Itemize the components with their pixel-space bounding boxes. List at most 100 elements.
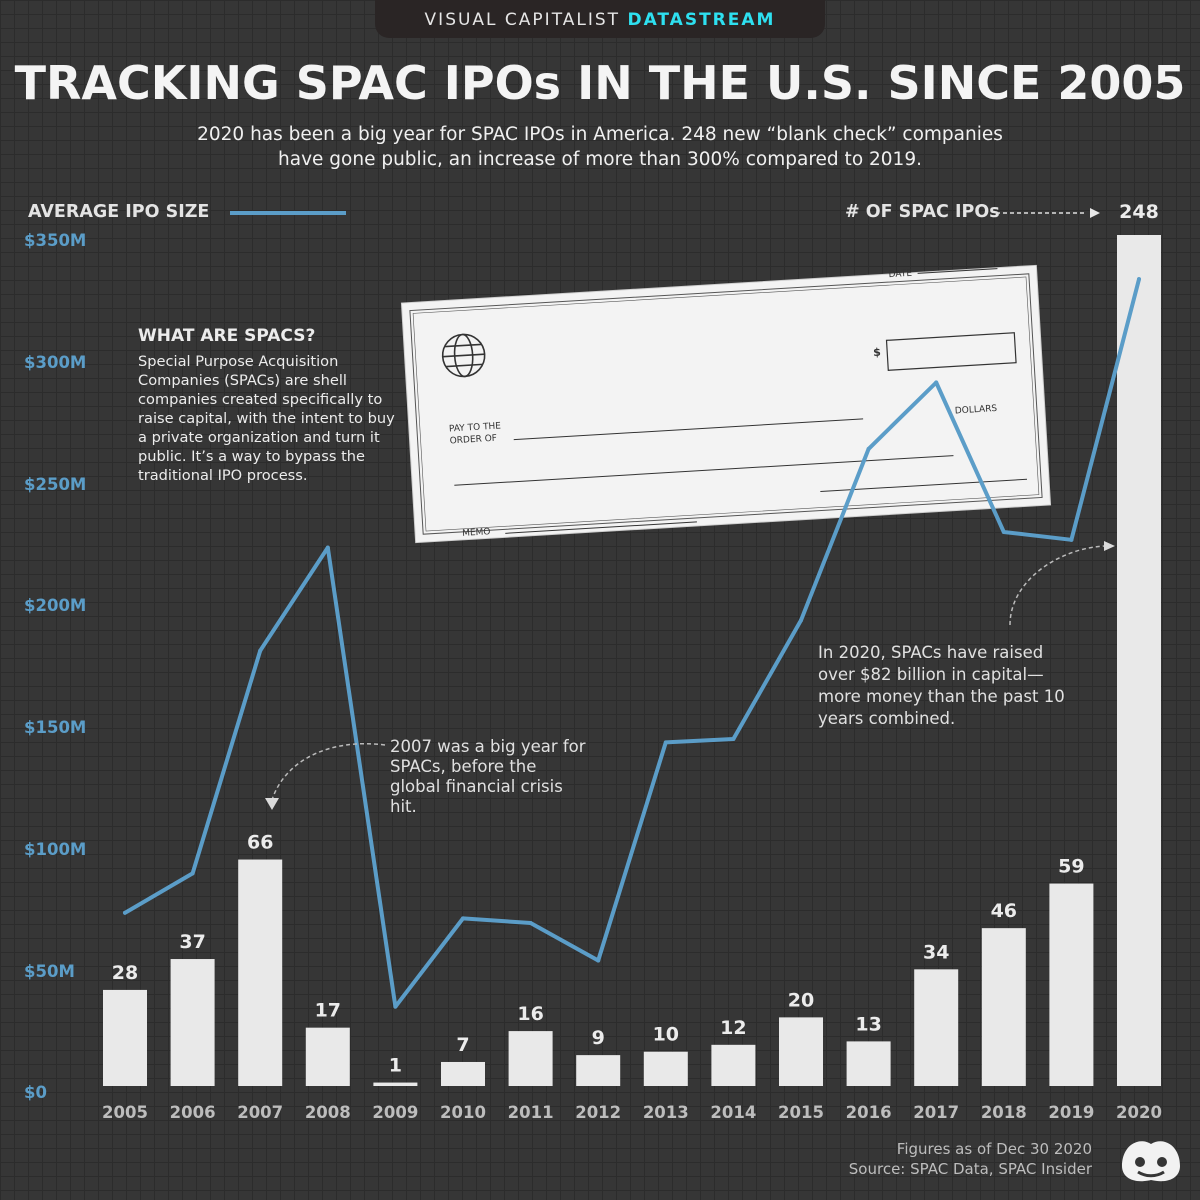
page-title: TRACKING SPAC IPOs IN THE U.S. SINCE 200… — [14, 56, 1186, 110]
legend-bar-label: # OF SPAC IPOs — [845, 202, 1000, 222]
bar-value-label-2015: 20 — [788, 989, 814, 1011]
x-tick-2019: 2019 — [1048, 1103, 1094, 1122]
bar-value-label-2014: 12 — [720, 1017, 746, 1039]
bar-2006 — [170, 959, 215, 1086]
blank-check-illustration: DATE $ PAY TO THE ORDER OF DOLLARS MEMO — [400, 264, 1052, 544]
line-point-2013 — [663, 740, 668, 745]
x-tick-2007: 2007 — [237, 1103, 283, 1122]
arrow-2007 — [271, 743, 386, 801]
x-tick-2012: 2012 — [575, 1103, 621, 1122]
line-point-2014 — [731, 736, 736, 741]
bar-value-label-2019: 59 — [1058, 856, 1084, 878]
annotation-2020: In 2020, SPACs have raised over $82 bill… — [818, 643, 1065, 728]
x-tick-2013: 2013 — [643, 1103, 689, 1122]
y-tick-5: $250M — [24, 475, 87, 494]
annotation-2007: 2007 was a big year for SPACs, before th… — [390, 737, 586, 816]
x-tick-2011: 2011 — [508, 1103, 554, 1122]
bar-2012 — [576, 1055, 621, 1086]
line-point-2020 — [1137, 277, 1141, 282]
avg-ipo-size-line — [123, 277, 1141, 1009]
check-memo-label: MEMO — [462, 527, 491, 539]
bar-value-label-2018: 46 — [991, 900, 1017, 922]
x-tick-2018: 2018 — [981, 1103, 1027, 1122]
legend-arrow-icon — [996, 208, 1100, 218]
line-point-2016 — [866, 446, 871, 451]
arrow-2020-head — [1104, 541, 1115, 551]
bar-value-label-2005: 28 — [112, 962, 138, 984]
bar-2011 — [508, 1031, 553, 1086]
x-tick-2010: 2010 — [440, 1103, 486, 1122]
line-point-2010 — [461, 916, 465, 921]
x-tick-2006: 2006 — [170, 1103, 216, 1122]
bar-2014 — [711, 1044, 756, 1086]
bar-value-label-2007: 66 — [247, 832, 273, 854]
check-pay-line-1: PAY TO THE — [449, 421, 502, 434]
line-point-2019 — [1069, 537, 1074, 542]
y-tick-4: $200M — [24, 596, 87, 615]
x-tick-2020: 2020 — [1116, 1103, 1162, 1122]
line-point-2008 — [325, 545, 330, 550]
footer-source: Source: SPAC Data, SPAC Insider — [848, 1160, 1092, 1178]
line-point-2012 — [596, 958, 601, 963]
bar-2009 — [373, 1082, 418, 1086]
bar-2007 — [238, 859, 283, 1086]
y-tick-2: $100M — [24, 840, 87, 859]
x-tick-2005: 2005 — [102, 1103, 148, 1122]
bar-value-label-2016: 13 — [855, 1013, 881, 1035]
bar-2019 — [1049, 883, 1094, 1086]
bar-2017 — [914, 969, 959, 1086]
bar-value-label-2013: 10 — [653, 1024, 679, 1046]
bar-2008 — [305, 1027, 350, 1086]
brand-banner: VISUAL CAPITALIST DATASTREAM — [375, 0, 825, 38]
bar-value-label-2017: 34 — [923, 941, 949, 963]
brand-product: DATASTREAM — [627, 10, 776, 30]
line-point-2009 — [393, 1004, 398, 1009]
line-point-2005 — [123, 910, 127, 915]
bar-2018 — [981, 928, 1026, 1086]
bar-2005 — [103, 989, 147, 1086]
line-point-2007 — [258, 648, 263, 653]
x-tick-2016: 2016 — [846, 1103, 892, 1122]
x-tick-2015: 2015 — [778, 1103, 824, 1122]
brand-name: VISUAL CAPITALIST — [424, 10, 621, 30]
bar-value-label-2010: 7 — [456, 1034, 469, 1056]
point-markers-group — [123, 277, 1141, 1009]
bar-2020 — [1117, 235, 1161, 1086]
y-tick-0: $0 — [24, 1083, 47, 1102]
bar-2016 — [846, 1041, 891, 1086]
check-date-label: DATE — [888, 269, 912, 280]
check-pay-line-2: ORDER OF — [449, 434, 497, 447]
y-tick-1: $50M — [24, 962, 75, 981]
bar-value-label-2012: 9 — [592, 1027, 605, 1049]
bar-value-label-2006: 37 — [179, 931, 205, 953]
line-point-2017 — [934, 380, 939, 385]
explainer-heading: WHAT ARE SPACS? — [138, 326, 316, 346]
line-point-2011 — [528, 921, 533, 926]
y-tick-3: $150M — [24, 718, 87, 737]
footer-note: Figures as of Dec 30 2020 — [896, 1140, 1092, 1158]
x-axis-labels: 2005 2006 2007 2008 2009 2010 2011 2012 2013 2014… — [102, 1103, 1162, 1122]
bar-value-label-2020: 248 — [1119, 201, 1159, 223]
y-tick-7: $350M — [24, 231, 87, 250]
bar-value-label-2009: 1 — [389, 1055, 402, 1077]
bar-value-label-2011: 16 — [517, 1003, 543, 1025]
legend-line-label: AVERAGE IPO SIZE — [28, 202, 210, 222]
y-tick-6: $300M — [24, 353, 87, 372]
line-point-2015 — [799, 618, 803, 623]
x-tick-2008: 2008 — [305, 1103, 351, 1122]
x-tick-2009: 2009 — [372, 1103, 418, 1122]
bar-value-label-2008: 17 — [315, 1000, 341, 1022]
bar-2015 — [779, 1017, 823, 1086]
line-point-2006 — [190, 871, 195, 876]
arrow-2007-head — [265, 798, 279, 810]
check-dollar-sign: $ — [873, 346, 881, 359]
line-point-2018 — [1001, 530, 1006, 535]
check-dollars-label: DOLLARS — [955, 404, 998, 417]
x-tick-2017: 2017 — [913, 1103, 959, 1122]
globe-icon — [441, 333, 486, 378]
arrow-2020 — [1009, 545, 1106, 626]
legend-line-swatch — [230, 211, 346, 215]
